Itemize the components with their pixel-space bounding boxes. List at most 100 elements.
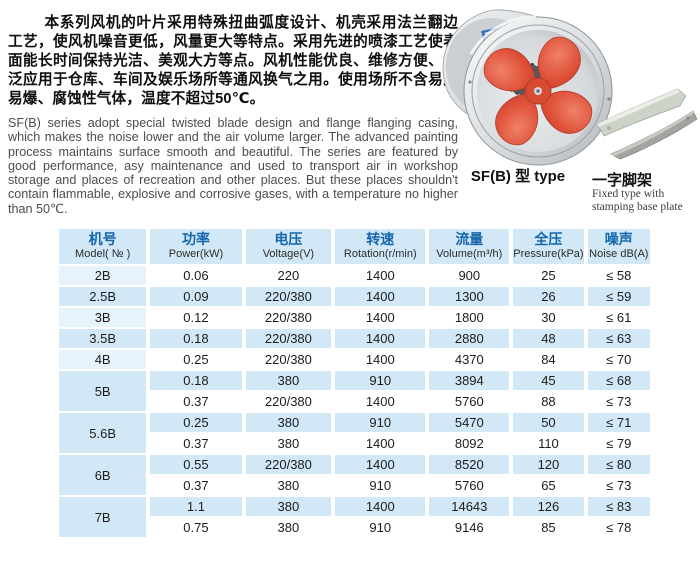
intro-paragraph-zh: 本系列风机的叶片采用特殊扭曲弧度设计、机壳采用法兰翻边工艺，使风机噪音更低，风量… — [8, 15, 458, 107]
model-cell: 3.5B — [59, 329, 147, 348]
bracket-label-en-line1: Fixed type with — [592, 188, 665, 200]
spec-cell: 126 — [513, 497, 584, 516]
table-row: 6B 0.55 220/380 1400 8520 120 ≤ 80 — [59, 455, 650, 495]
table-row: 2.5B 0.09 220/380 1400 1300 26 ≤ 59 — [59, 287, 650, 306]
spec-cell: 0.09 — [150, 287, 242, 306]
spec-cell: 85 — [513, 518, 584, 537]
column-header-zh: 转速 — [366, 231, 395, 247]
model-cell: 5B — [59, 371, 147, 411]
base-plate-image — [596, 88, 698, 160]
spec-cell: 1400 — [335, 287, 426, 306]
bracket-label-en-line2: stamping base plate — [592, 200, 683, 213]
model-cell: 7B — [59, 497, 147, 537]
column-header: 功率 Power(kW) — [150, 229, 242, 264]
column-header-en: Noise dB(A) — [589, 248, 649, 260]
table-row: 4B 0.25 220/380 1400 4370 84 ≤ 70 — [59, 350, 650, 369]
spec-cell: ≤ 79 — [587, 434, 650, 453]
spec-cell: 0.37 — [150, 434, 242, 453]
spec-cell: 380 — [245, 413, 332, 432]
spec-cell: 0.25 — [150, 350, 242, 369]
column-header: 机号 Model( № ) — [59, 229, 147, 264]
spec-cell: 0.18 — [150, 371, 242, 390]
axial-fan-image — [442, 9, 613, 166]
spec-cell: 910 — [335, 476, 426, 495]
spec-cell: ≤ 71 — [587, 413, 650, 432]
spec-cell: ≤ 70 — [587, 350, 650, 369]
table-row: 0.37 220/380 1400 5760 88 ≤ 73 — [59, 392, 650, 411]
column-header-en: Rotation(r/min) — [343, 248, 417, 260]
spec-cell: ≤ 78 — [587, 518, 650, 537]
spec-cell: 0.75 — [150, 518, 242, 537]
column-header: 噪声 Noise dB(A) — [587, 229, 650, 264]
table-row: 0.37 380 910 5760 65 ≤ 73 — [59, 476, 650, 495]
spec-cell: 0.37 — [150, 476, 242, 495]
column-header-zh: 全压 — [534, 231, 563, 247]
intro-section: 本系列风机的叶片采用特殊扭曲弧度设计、机壳采用法兰翻边工艺，使风机噪音更低，风量… — [8, 14, 458, 216]
spec-cell: 84 — [513, 350, 584, 369]
column-header: 电压 Voltage(V) — [245, 229, 332, 264]
table-row: 5B 0.18 380 910 3894 45 ≤ 68 — [59, 371, 650, 411]
fan-type-label: SF(B) 型 type — [470, 168, 566, 185]
spec-cell: 1400 — [335, 455, 426, 474]
specifications-table: 机号 Model( № ) 功率 Power(kW) 电压 Voltage(V) 转速 Rot… — [55, 227, 654, 539]
column-header-zh: 流量 — [455, 231, 484, 247]
spec-cell: 1300 — [429, 287, 510, 306]
spec-cell: 48 — [513, 329, 584, 348]
column-header-en: Model( № ) — [75, 248, 131, 260]
bracket-label-zh: 一字脚架 — [592, 172, 653, 189]
model-cell: 3B — [59, 308, 147, 327]
column-header-zh: 机号 — [88, 231, 117, 247]
model-cell: 2.5B — [59, 287, 147, 306]
spec-cell: 1400 — [335, 497, 426, 516]
table-row: 2B 0.06 220 1400 900 25 ≤ 58 — [59, 266, 650, 285]
spec-cell: 0.18 — [150, 329, 242, 348]
spec-cell: 910 — [335, 518, 426, 537]
table-row: 3.5B 0.18 220/380 1400 2880 48 ≤ 63 — [59, 329, 650, 348]
spec-cell: 910 — [335, 413, 426, 432]
spec-cell: 1400 — [335, 434, 426, 453]
spec-cell: 5760 — [429, 392, 510, 411]
table-row: 3B 0.12 220/380 1400 1800 30 ≤ 61 — [59, 308, 650, 327]
spec-cell: 0.25 — [150, 413, 242, 432]
column-header-en: Volume(m³/h) — [436, 248, 503, 260]
spec-cell: 1400 — [335, 266, 426, 285]
spec-cell: 120 — [513, 455, 584, 474]
spec-cell: ≤ 59 — [587, 287, 650, 306]
spec-cell: 110 — [513, 434, 584, 453]
spec-cell: 1.1 — [150, 497, 242, 516]
table-row: 0.75 380 910 9146 85 ≤ 78 — [59, 518, 650, 537]
fan-product-photo — [441, 4, 626, 166]
spec-cell: 30 — [513, 308, 584, 327]
spec-cell: 220/380 — [245, 287, 332, 306]
spec-cell: 380 — [245, 518, 332, 537]
model-cell: 6B — [59, 455, 147, 495]
column-header-zh: 噪声 — [604, 231, 633, 247]
table-row: 7B 1.1 380 1400 14643 126 ≤ 83 — [59, 497, 650, 537]
spec-cell: 88 — [513, 392, 584, 411]
spec-cell: ≤ 73 — [587, 392, 650, 411]
spec-cell: 220/380 — [245, 329, 332, 348]
bracket-product-photo — [596, 88, 700, 162]
spec-cell: 0.12 — [150, 308, 242, 327]
spec-cell: 220/380 — [245, 455, 332, 474]
spec-cell: 1800 — [429, 308, 510, 327]
intro-paragraph-en: SF(B) series adopt special twisted blade… — [8, 116, 458, 216]
spec-cell: 0.06 — [150, 266, 242, 285]
spec-cell: 3894 — [429, 371, 510, 390]
spec-cell: 4370 — [429, 350, 510, 369]
table-row: 0.37 380 1400 8092 110 ≤ 79 — [59, 434, 650, 453]
spec-cell: ≤ 68 — [587, 371, 650, 390]
spec-cell: 8092 — [429, 434, 510, 453]
column-header-zh: 电压 — [274, 231, 303, 247]
spec-cell: 1400 — [335, 308, 426, 327]
spec-cell: 1400 — [335, 392, 426, 411]
fan-impeller — [483, 36, 593, 146]
spec-cell: 220/380 — [245, 392, 332, 411]
spec-cell: 220/380 — [245, 308, 332, 327]
spec-cell: 8520 — [429, 455, 510, 474]
table-body: 2B 0.06 220 1400 900 25 ≤ 58 2.5B 0.09 220/380 140… — [59, 266, 650, 537]
spec-cell: 65 — [513, 476, 584, 495]
spec-cell: 900 — [429, 266, 510, 285]
spec-cell: 26 — [513, 287, 584, 306]
